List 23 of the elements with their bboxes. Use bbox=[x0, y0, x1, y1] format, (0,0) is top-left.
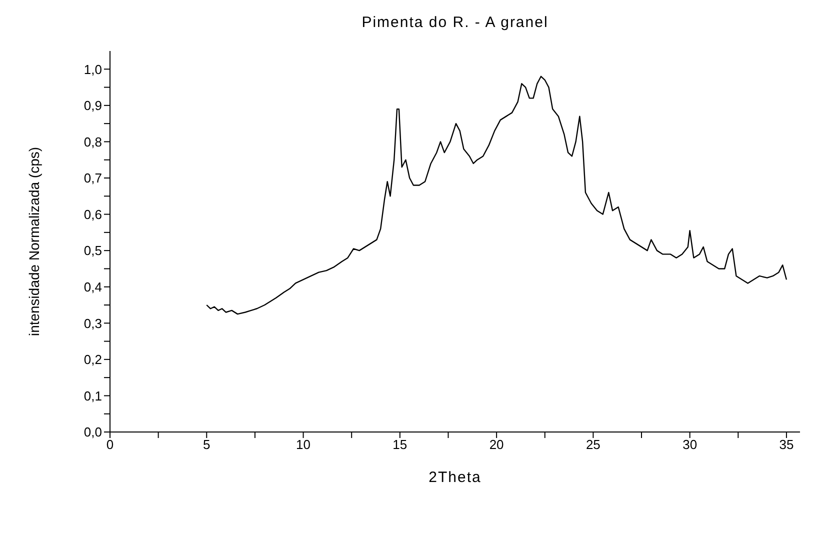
y-tick-label: 0,3 bbox=[84, 316, 102, 331]
y-tick-label: 0,8 bbox=[84, 134, 102, 150]
y-tick-label: 0,2 bbox=[84, 352, 102, 368]
x-tick-label: 35 bbox=[779, 437, 794, 452]
x-tick-label: 25 bbox=[586, 437, 600, 452]
chart-title: Pimenta do R. - A granel bbox=[360, 14, 550, 31]
y-tick-label: 0,0 bbox=[84, 424, 102, 440]
x-tick-label: 30 bbox=[682, 437, 698, 452]
y-tick-label: 0,7 bbox=[84, 170, 102, 186]
y-tick-label: 0,5 bbox=[84, 243, 102, 258]
x-tick-label: 5 bbox=[203, 437, 210, 452]
x-axis-title: 2Theta bbox=[428, 469, 482, 486]
x-tick-label: 15 bbox=[392, 437, 408, 452]
y-tick-label: 0,9 bbox=[84, 98, 102, 114]
x-tick-label: 20 bbox=[489, 437, 504, 452]
x-tick-label: 10 bbox=[296, 437, 311, 452]
y-tick-label: 0,1 bbox=[84, 388, 102, 404]
line-series bbox=[206, 76, 788, 315]
y-tick-label: 0,4 bbox=[84, 279, 102, 294]
y-tick-label: 0,6 bbox=[84, 206, 102, 222]
y-axis-title: intensidade Normalizada (cps) bbox=[26, 146, 42, 336]
x-tick-label: 0 bbox=[106, 437, 114, 452]
y-tick-label: 1,0 bbox=[84, 62, 102, 77]
